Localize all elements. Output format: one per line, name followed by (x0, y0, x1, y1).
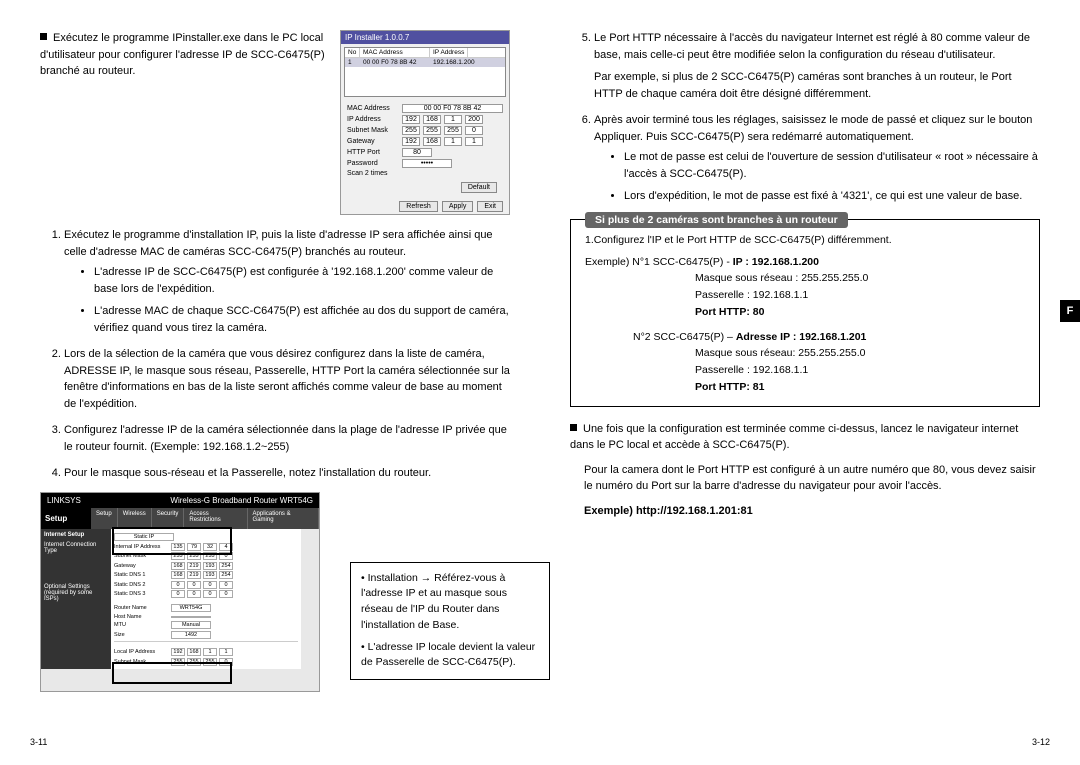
step6: Après avoir terminé tous les réglages, s… (594, 112, 1040, 205)
page-left: Exécutez le programme IPinstaller.exe da… (0, 0, 540, 765)
info-box-title: Si plus de 2 caméras sont branches à un … (585, 212, 848, 228)
router-brand: LINKSYS (47, 496, 81, 505)
http-label: HTTP Port (347, 149, 399, 156)
gw-label: Gateway (347, 138, 399, 145)
intro: Exécutez le programme IPinstaller.exe da… (40, 32, 325, 77)
exit-button[interactable]: Exit (477, 201, 503, 212)
tab-apps[interactable]: Applications & Gaming (248, 508, 319, 529)
cell-ip: 192.168.1.200 (430, 58, 478, 67)
col-ip: IP Address (430, 48, 468, 57)
tab-access[interactable]: Access Restrictions (184, 508, 247, 529)
pw-label: Password (347, 160, 399, 167)
side-conntype: Internet Connection Type (44, 542, 108, 554)
bullet-icon (570, 424, 577, 431)
step6-bullet2: Lors d'expédition, le mot de passe est f… (624, 188, 1040, 205)
step4: Pour le masque sous-réseau et la Passere… (64, 465, 510, 482)
highlight-top (112, 527, 232, 555)
example-url: Exemple) http://192.168.1.201:81 (570, 503, 1040, 520)
apply-button[interactable]: Apply (442, 201, 474, 212)
step5: Le Port HTTP nécessaire à l'accès du nav… (594, 30, 1040, 102)
tab-setup[interactable]: Setup (91, 508, 118, 529)
step1-bullet1: L'adresse IP de SCC-C6475(P) est configu… (94, 264, 510, 297)
router-model: Wireless-G Broadband Router WRT54G (170, 496, 313, 505)
bullet-icon (40, 33, 47, 40)
info-box: Si plus de 2 caméras sont branches à un … (570, 219, 1040, 407)
mac-val[interactable]: 00 00 F0 78 8B 42 (402, 104, 503, 113)
right-steps: Le Port HTTP nécessaire à l'accès du nav… (570, 30, 1040, 205)
router-section: LINKSYS Wireless-G Broadband Router WRT5… (40, 492, 510, 692)
router-callout: • Installation → Référez-vous à l'adress… (350, 562, 550, 681)
step3: Configurez l'adresse IP de la caméra sél… (64, 422, 510, 455)
page-num-left: 3-11 (30, 737, 47, 747)
installer-title: IP Installer 1.0.0.7 (341, 31, 509, 44)
step2: Lors de la sélection de la caméra que vo… (64, 346, 510, 412)
refresh-button[interactable]: Refresh (399, 201, 438, 212)
tab-security[interactable]: Security (152, 508, 185, 529)
router-setup: Setup (41, 508, 91, 529)
scan-label: Scan 2 times (347, 170, 399, 177)
bottom-section: Une fois que la configuration est termin… (570, 421, 1040, 520)
cell-mac: 00 00 F0 78 8B 42 (360, 58, 430, 67)
mac-label: MAC Address (347, 105, 399, 112)
ip-label: IP Address (347, 116, 399, 123)
installer-table: No MAC Address IP Address 1 00 00 F0 78 … (344, 47, 506, 97)
page-spread: Exécutez le programme IPinstaller.exe da… (0, 0, 1080, 765)
subnet-label: Subnet Mask (347, 127, 399, 134)
col-mac: MAC Address (360, 48, 430, 57)
step1-bullet2: L'adresse MAC de chaque SCC-C6475(P) est… (94, 303, 510, 336)
intro-text: Exécutez le programme IPinstaller.exe da… (40, 30, 330, 215)
side-optional: Optional Settings (required by some ISPs… (44, 584, 108, 602)
box-line1: 1.Configurez l'IP et le Port HTTP de SCC… (585, 234, 1025, 246)
cell-no: 1 (345, 58, 360, 67)
step6-bullet1: Le mot de passe est celui de l'ouverture… (624, 149, 1040, 182)
side-internet: Internet Setup (44, 532, 108, 538)
ip-installer-window: IP Installer 1.0.0.7 No MAC Address IP A… (340, 30, 510, 215)
col-no: No (345, 48, 360, 57)
step1: Exécutez le programme d'installation IP,… (64, 227, 510, 336)
tab-wireless[interactable]: Wireless (118, 508, 152, 529)
side-tab: F (1060, 300, 1080, 322)
page-right: Le Port HTTP nécessaire à l'accès du nav… (540, 0, 1080, 765)
left-steps: Exécutez le programme d'installation IP,… (40, 227, 510, 482)
page-num-right: 3-12 (1032, 737, 1050, 747)
default-button[interactable]: Default (461, 182, 497, 193)
highlight-bottom (112, 662, 232, 684)
